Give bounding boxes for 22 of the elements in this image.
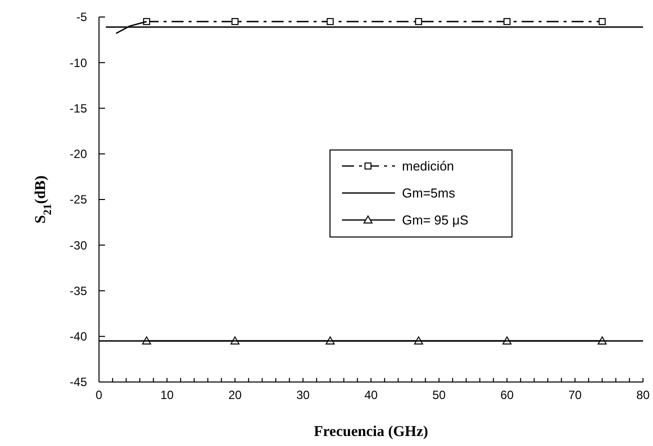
x-tick-label: 10	[160, 388, 174, 402]
x-tick-label: 70	[568, 388, 582, 402]
y-tick-label: -5	[76, 10, 88, 24]
y-tick-label: -20	[70, 147, 88, 162]
y-tick-label: -30	[70, 238, 88, 252]
y-tick-label: -45	[70, 375, 88, 390]
y-tick-label: -40	[70, 330, 88, 344]
x-tick-label: 20	[228, 388, 242, 402]
y-tick-label: -10	[70, 56, 88, 70]
x-tick-label: 0	[96, 388, 103, 402]
legend-label: Gm= 95 μS	[402, 212, 469, 228]
legend-label: Gm=5ms	[402, 186, 456, 201]
x-axis-title: Frecuencia (GHz)	[314, 424, 428, 440]
y-tick-label: -25	[70, 192, 88, 207]
x-tick-label: 80	[636, 388, 650, 402]
x-tick-label: 50	[432, 388, 446, 402]
legend-label: medición	[402, 158, 454, 174]
x-tick-label: 40	[364, 388, 378, 402]
x-tick-label: 60	[500, 388, 514, 402]
y-tick-label: -15	[70, 101, 88, 116]
y-tick-label: -35	[70, 284, 88, 298]
x-tick-label: 30	[296, 388, 310, 402]
